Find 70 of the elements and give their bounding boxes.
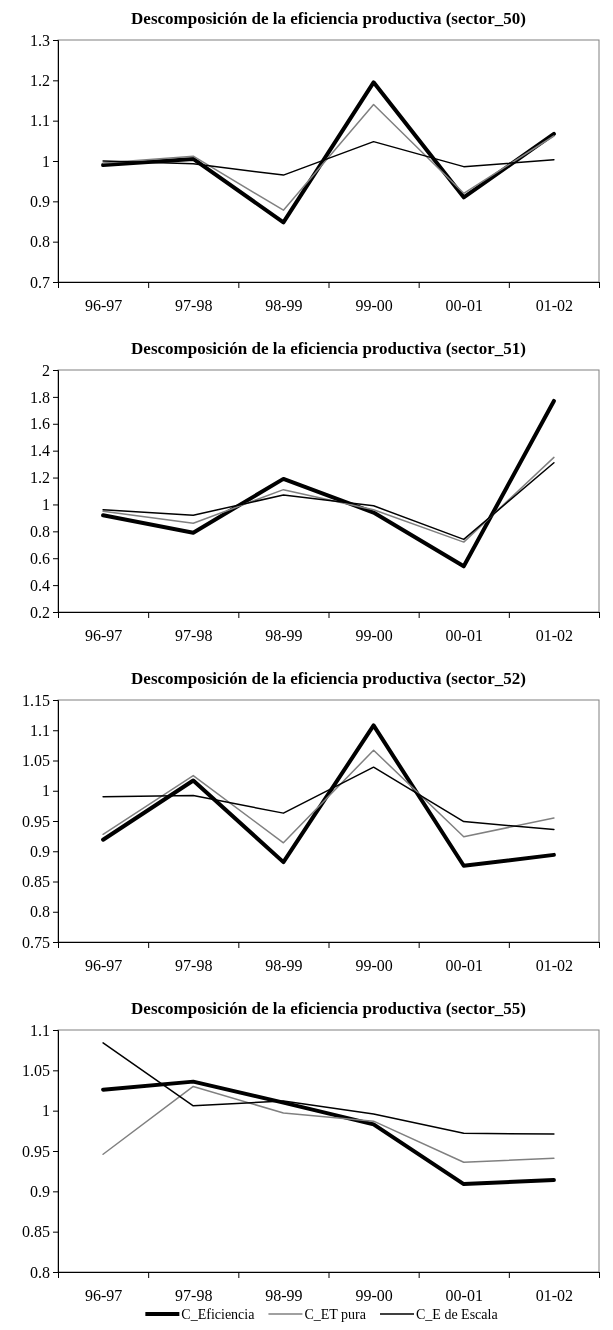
y-tick-label: 0.95 <box>22 812 50 830</box>
x-tick-label: 00-01 <box>445 627 483 645</box>
x-tick-label: 98-99 <box>265 1287 303 1305</box>
y-tick-label: 0.85 <box>22 873 50 891</box>
x-tick-label: 00-01 <box>445 1287 483 1305</box>
x-tick-label: 00-01 <box>445 297 483 315</box>
x-tick-label: 98-99 <box>265 627 303 645</box>
y-tick-label: 0.9 <box>30 1182 50 1200</box>
y-tick-label: 0.7 <box>30 273 50 291</box>
y-tick-label: 1.15 <box>22 691 50 709</box>
legend-label: C_ET pura <box>304 1307 367 1322</box>
x-tick-label: 01-02 <box>535 297 574 315</box>
y-tick-label: 1 <box>42 152 50 170</box>
x-tick-label: 96-97 <box>84 297 123 315</box>
x-tick-label: 01-02 <box>535 957 574 975</box>
y-tick-label: 0.85 <box>22 1223 50 1241</box>
line-series <box>102 749 555 844</box>
x-tick-label: 96-97 <box>84 957 123 975</box>
line-series <box>101 398 556 569</box>
x-tick-label: 01-02 <box>535 1287 574 1305</box>
y-tick-label: 1 <box>42 1102 50 1120</box>
y-tick-label: 1.1 <box>30 1021 50 1039</box>
y-tick-label: 0.8 <box>30 903 50 921</box>
y-tick-label: 1.8 <box>30 388 50 406</box>
y-tick-label: 0.75 <box>22 933 50 951</box>
y-tick-label: 1.1 <box>30 112 50 130</box>
line-series <box>102 1085 555 1164</box>
x-tick-label: 97-98 <box>175 627 213 645</box>
chart-title: Descomposición de la eficiencia productiva (sector_52) <box>131 669 526 688</box>
y-tick-label: 1 <box>42 782 50 800</box>
chart-title: Descomposición de la eficiencia productiva (sector_51) <box>131 339 526 358</box>
y-tick-label: 0.9 <box>30 192 50 210</box>
y-tick-label: 1.3 <box>30 31 50 49</box>
line-series <box>101 80 556 225</box>
x-tick-label: 97-98 <box>175 957 213 975</box>
x-tick-label: 97-98 <box>175 1287 213 1305</box>
x-tick-label: 99-00 <box>355 627 393 645</box>
legend-label: C_E de Escala <box>416 1307 499 1322</box>
y-tick-label: 1 <box>42 496 50 514</box>
chart-title: Descomposición de la eficiencia productiva (sector_50) <box>131 9 526 28</box>
line-series <box>101 723 556 868</box>
y-tick-label: 2 <box>42 361 50 379</box>
y-tick-label: 0.95 <box>22 1142 50 1160</box>
x-tick-label: 96-97 <box>84 627 123 645</box>
y-tick-label: 0.8 <box>30 522 50 540</box>
y-tick-label: 0.9 <box>30 842 50 860</box>
legend-label: C_Eficiencia <box>181 1307 256 1322</box>
y-tick-label: 0.8 <box>30 233 50 251</box>
y-tick-label: 0.8 <box>30 1263 50 1281</box>
y-tick-label: 1.1 <box>30 721 50 739</box>
x-tick-label: 99-00 <box>355 1287 393 1305</box>
y-tick-label: 1.2 <box>30 71 50 89</box>
y-tick-label: 1.05 <box>22 1061 50 1079</box>
x-tick-label: 97-98 <box>175 297 213 315</box>
line-series <box>102 103 555 211</box>
x-tick-label: 99-00 <box>355 957 393 975</box>
x-tick-label: 01-02 <box>535 627 574 645</box>
x-tick-label: 98-99 <box>265 297 303 315</box>
y-tick-label: 1.2 <box>30 469 50 487</box>
y-tick-label: 0.4 <box>30 576 50 594</box>
y-tick-label: 1.4 <box>30 442 50 460</box>
chart-title: Descomposición de la eficiencia productiva (sector_55) <box>131 999 526 1018</box>
y-tick-label: 1.05 <box>22 752 50 770</box>
x-tick-label: 00-01 <box>445 957 483 975</box>
x-tick-label: 99-00 <box>355 297 393 315</box>
x-tick-label: 98-99 <box>265 957 303 975</box>
x-tick-label: 96-97 <box>84 1287 123 1305</box>
y-tick-label: 1.6 <box>30 415 50 433</box>
y-tick-label: 0.2 <box>30 603 50 621</box>
y-tick-label: 0.6 <box>30 549 50 567</box>
